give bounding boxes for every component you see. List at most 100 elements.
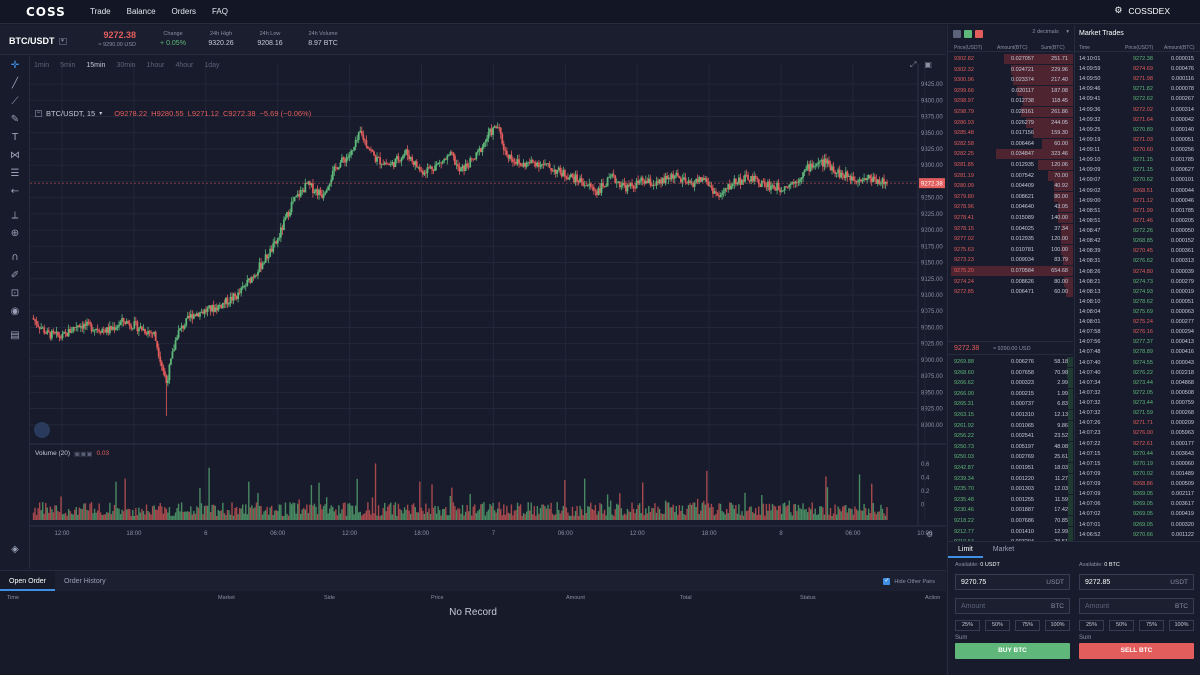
- ask-row[interactable]: 9299.66 0.020117 187.08: [948, 85, 1073, 96]
- fib-icon[interactable]: ☰: [10, 168, 20, 179]
- layers-icon[interactable]: ◈: [11, 544, 19, 555]
- tab-limit[interactable]: Limit: [948, 542, 983, 558]
- asks-view-icon[interactable]: [975, 30, 983, 38]
- ask-row[interactable]: 9275.63 0.010781 100.00: [948, 244, 1073, 255]
- ask-row[interactable]: 9275.20 0.070584 654.68: [948, 266, 1073, 276]
- buy-amount-input[interactable]: Amount BTC: [955, 598, 1070, 614]
- crosshair-icon[interactable]: ✛: [10, 60, 20, 71]
- lock-icon[interactable]: ⊡: [10, 288, 20, 299]
- bid-row[interactable]: 9235.70 0.001303 12.03: [948, 484, 1073, 495]
- bid-row[interactable]: 9230.46 0.001887 17.42: [948, 505, 1073, 516]
- bid-row[interactable]: 9218.22 0.007686 70.85: [948, 516, 1073, 526]
- study-settings-icon[interactable]: ▣▣▣: [74, 451, 93, 458]
- checkbox-icon[interactable]: ✓: [883, 578, 891, 585]
- buy-button[interactable]: BUY BTC: [955, 643, 1070, 659]
- ask-row[interactable]: 9282.58 0.006464 60.00: [948, 138, 1073, 149]
- nav-trade[interactable]: Trade: [90, 7, 111, 16]
- interval-1min[interactable]: 1min: [34, 62, 50, 69]
- decimals-select[interactable]: 2 decimals ▾: [1032, 29, 1069, 35]
- interval-4hour[interactable]: 4hour: [175, 62, 194, 69]
- bid-row[interactable]: 9250.03 0.002769 25.61: [948, 452, 1073, 463]
- ask-row[interactable]: 9281.19 0.007542 70.00: [948, 170, 1073, 181]
- ask-row[interactable]: 9281.85 0.012935 120.06: [948, 160, 1073, 170]
- ask-row[interactable]: 9302.32 0.024721 229.96: [948, 64, 1073, 75]
- pct-50-button[interactable]: 50%: [1109, 620, 1134, 631]
- lock-drawing-icon[interactable]: ✐: [10, 270, 20, 281]
- ask-row[interactable]: 9279.80 0.008621 80.00: [948, 191, 1073, 202]
- pct-25-button[interactable]: 25%: [955, 620, 980, 631]
- nav-orders[interactable]: Orders: [171, 7, 196, 16]
- tab-market[interactable]: Market: [992, 546, 1015, 553]
- sell-price-input[interactable]: 9272.85 USDT: [1079, 574, 1194, 590]
- pct-100-button[interactable]: 100%: [1045, 620, 1070, 631]
- text-icon[interactable]: T: [11, 132, 19, 143]
- user-menu[interactable]: ⚙ COSSDEX: [1114, 6, 1170, 16]
- bid-row[interactable]: 9263.15 0.001310 12.13: [948, 410, 1073, 420]
- bid-row[interactable]: 9256.22 0.002541 23.52: [948, 431, 1073, 442]
- ask-row[interactable]: 9286.93 0.026279 244.05: [948, 117, 1073, 128]
- bid-row[interactable]: 9266.62 0.000323 2.99: [948, 378, 1073, 389]
- bid-row[interactable]: 9265.31 0.000737 6.83: [948, 399, 1073, 410]
- arrow-left-icon[interactable]: ←: [10, 186, 20, 197]
- bid-row[interactable]: 9268.60 0.007658 70.98: [948, 367, 1073, 378]
- eye-icon[interactable]: ◉: [10, 306, 20, 317]
- ask-row[interactable]: 9298.79 0.028161 261.86: [948, 107, 1073, 117]
- interval-5min[interactable]: 5min: [60, 62, 76, 69]
- ask-row[interactable]: 9280.09 0.004409 40.92: [948, 181, 1073, 192]
- interval-15min[interactable]: 15min: [86, 62, 106, 69]
- sell-button[interactable]: SELL BTC: [1079, 643, 1194, 659]
- nav-balance[interactable]: Balance: [126, 7, 156, 16]
- trendline-icon[interactable]: ╱: [11, 78, 19, 89]
- camera-icon[interactable]: ▣: [924, 60, 932, 69]
- pct-100-button[interactable]: 100%: [1169, 620, 1194, 631]
- bid-row[interactable]: 9239.34 0.001220 11.27: [948, 473, 1073, 484]
- ask-row[interactable]: 9278.15 0.004025 37.34: [948, 223, 1073, 234]
- bid-row[interactable]: 9269.88 0.006276 58.18: [948, 357, 1073, 367]
- bid-row[interactable]: 9242.87 0.001951 18.03: [948, 463, 1073, 473]
- trash-icon[interactable]: ▤: [10, 330, 20, 341]
- bid-row[interactable]: 9266.00 0.000215 1.99: [948, 388, 1073, 399]
- pct-75-button[interactable]: 75%: [1015, 620, 1040, 631]
- bid-row[interactable]: 9261.92 0.001065 9.86: [948, 420, 1073, 431]
- price-chart[interactable]: 9425.009400.009375.009350.009325.009300.…: [0, 56, 946, 569]
- magnet-icon[interactable]: ∩: [11, 252, 19, 263]
- fullscreen-icon[interactable]: ⤢: [910, 60, 917, 69]
- pair-selector[interactable]: BTC/USDT ▾: [9, 36, 67, 46]
- hide-other-pairs[interactable]: ✓ Hide Other Pairs: [883, 578, 935, 585]
- pct-25-button[interactable]: 25%: [1079, 620, 1104, 631]
- ask-row[interactable]: 9278.41 0.015089 140.00: [948, 213, 1073, 223]
- zoom-icon[interactable]: ⊕: [10, 228, 20, 239]
- chart-symbol[interactable]: BTC/USDT, 15: [46, 109, 96, 118]
- bids-view-icon[interactable]: [964, 30, 972, 38]
- ask-row[interactable]: 9273.23 0.009034 83.79: [948, 255, 1073, 266]
- ask-row[interactable]: 9282.25 0.034847 323.46: [948, 149, 1073, 160]
- buy-price-input[interactable]: 9270.75 USDT: [955, 574, 1070, 590]
- volume-study-label[interactable]: Volume (20): [35, 450, 71, 457]
- nav-faq[interactable]: FAQ: [211, 7, 228, 16]
- interval-1hour[interactable]: 1hour: [146, 62, 165, 69]
- pct-50-button[interactable]: 50%: [985, 620, 1010, 631]
- ask-row[interactable]: 9302.82 0.027057 251.71: [948, 54, 1073, 64]
- ask-row[interactable]: 9277.02 0.012935 120.00: [948, 234, 1073, 245]
- pct-75-button[interactable]: 75%: [1139, 620, 1164, 631]
- ask-row[interactable]: 9274.24 0.008626 80.00: [948, 276, 1073, 287]
- ask-row[interactable]: 9285.48 0.017156 159.30: [948, 128, 1073, 139]
- ask-row[interactable]: 9298.97 0.012738 118.45: [948, 96, 1073, 107]
- tab-open-order[interactable]: Open Order: [0, 571, 55, 591]
- ruler-icon[interactable]: ⟂: [11, 210, 19, 221]
- both-view-icon[interactable]: [953, 30, 961, 38]
- interval-30min[interactable]: 30min: [116, 62, 136, 69]
- ask-row[interactable]: 9300.96 0.023374 217.40: [948, 75, 1073, 86]
- ray-icon[interactable]: ⟋: [11, 96, 19, 107]
- collapse-icon[interactable]: −: [35, 110, 42, 117]
- gear-icon[interactable]: ⚙: [1114, 6, 1123, 16]
- bid-row[interactable]: 9250.73 0.005197 48.08: [948, 441, 1073, 452]
- ask-row[interactable]: 9272.85 0.006471 60.00: [948, 287, 1073, 298]
- tab-order-history[interactable]: Order History: [63, 578, 106, 585]
- brush-icon[interactable]: ✎: [10, 114, 20, 125]
- logo[interactable]: COSS: [26, 5, 66, 19]
- sell-amount-input[interactable]: Amount BTC: [1079, 598, 1194, 614]
- bid-row[interactable]: 9212.77 0.001410 12.99: [948, 526, 1073, 537]
- ask-row[interactable]: 9278.96 0.004640 43.05: [948, 202, 1073, 213]
- pattern-icon[interactable]: ⋈: [10, 150, 20, 161]
